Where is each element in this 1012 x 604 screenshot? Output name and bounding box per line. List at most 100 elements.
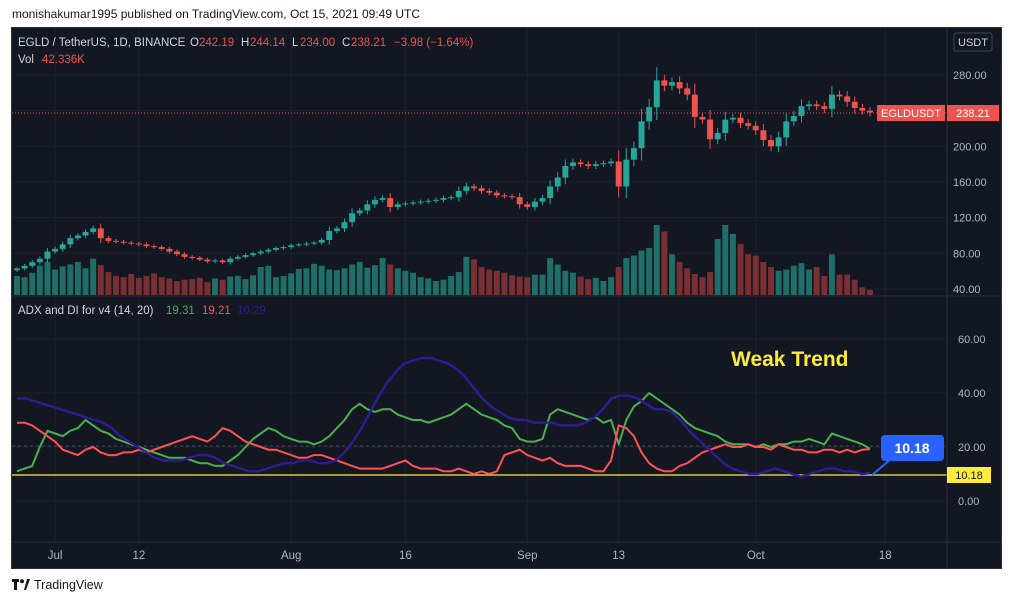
volume-bar (29, 272, 36, 295)
candle-body (821, 106, 828, 109)
volume-bar (379, 258, 386, 295)
volume-bar (318, 265, 325, 295)
indicator-legend[interactable]: ADX and DI for v4 (14, 20) 19.31 19.21 1… (18, 305, 266, 317)
candle-body (120, 241, 127, 243)
legend-change: −3.98 (−1.64%) (394, 37, 473, 49)
callout-box[interactable] (881, 435, 944, 461)
candle-body (722, 119, 729, 133)
volume-bar (288, 273, 295, 295)
candle-body (646, 107, 653, 122)
volume-bar (52, 269, 59, 295)
candle-body (440, 198, 447, 200)
volume-bar (867, 289, 873, 295)
time-label: Aug (281, 550, 301, 562)
candle-body (303, 243, 310, 245)
candle-body (379, 198, 386, 200)
candle-body (859, 107, 866, 111)
volume-bar (272, 277, 279, 295)
legend-vol-label: Vol (18, 54, 34, 66)
volume-bar (371, 265, 378, 295)
volume-bar (14, 275, 20, 295)
candle-body (311, 242, 317, 244)
candle-body (173, 251, 180, 255)
candle-body (478, 188, 485, 191)
volume-bar (257, 267, 264, 295)
candle-body (798, 106, 805, 117)
legend-h-value: 244.14 (250, 37, 286, 49)
candle-body (600, 163, 607, 165)
candle-body (844, 96, 851, 102)
time-axis[interactable]: Jul 12 Aug 16 Sep 13 Oct 18 (48, 550, 892, 562)
candle-body (143, 244, 150, 247)
candle-body (524, 204, 531, 207)
legend-c-value: 238.21 (351, 37, 386, 49)
candle-body (547, 186, 554, 199)
volume-bar (821, 275, 828, 295)
candle-body (585, 164, 592, 166)
candle-body (707, 119, 714, 140)
candle-body (554, 177, 561, 187)
volume-bar (242, 279, 249, 295)
last-price-tag (947, 105, 999, 121)
candle-body (402, 203, 409, 205)
symbol-tag (877, 105, 945, 121)
volume-bar (768, 267, 774, 295)
currency-button[interactable] (953, 32, 993, 52)
volume-bar (448, 275, 455, 295)
volume-bar (151, 273, 158, 295)
trading-chart[interactable]: 280.00240.00200.00160.00120.0080.0040.00… (12, 28, 1001, 568)
volume-bar (135, 277, 142, 295)
candle-body (699, 116, 706, 120)
volume-bar (600, 281, 607, 295)
price-tick-label: 160.00 (953, 177, 987, 189)
volume-bar (547, 258, 554, 295)
volume-bar (189, 279, 196, 295)
volume-bar (699, 277, 706, 295)
candle-body (775, 137, 782, 147)
volume-bar (90, 258, 97, 295)
candle-body (562, 165, 569, 178)
candle-body (448, 197, 455, 199)
candle-body (493, 192, 500, 196)
candle-body (90, 228, 97, 232)
candle-body (768, 140, 774, 147)
candle-body (59, 244, 66, 249)
candle-body (21, 265, 28, 269)
candle-body (272, 247, 279, 250)
legend-o-value: 242.19 (199, 37, 234, 49)
volume-bar (97, 265, 104, 295)
candle-body (257, 251, 264, 254)
chart-background (12, 28, 1001, 568)
last-price-label: 238.21 (956, 108, 990, 120)
legend-h-label: H (241, 37, 249, 49)
volume-bar (250, 275, 257, 295)
di-minus-line (17, 421, 871, 475)
candle-body (630, 148, 637, 160)
volume-bar (120, 277, 127, 295)
volume-bar (844, 274, 851, 295)
candle-body (280, 247, 287, 249)
volume-bar (630, 255, 637, 295)
volume-bar (836, 274, 843, 295)
volume-bar (311, 263, 317, 295)
weak-trend-annotation[interactable]: Weak Trend (731, 348, 849, 371)
volume-bar (554, 264, 561, 295)
volume-bar (737, 244, 744, 295)
indicator-axis[interactable]: 60.00 40.00 20.00 0.00 (958, 334, 986, 508)
volume-bar (265, 265, 272, 295)
symbol-legend[interactable]: EGLD / TetherUS, 1D, BINANCE O 242.19 H … (18, 37, 473, 66)
chart-frame[interactable]: 280.00240.00200.00160.00120.0080.0040.00… (11, 27, 1002, 569)
volume-bar (394, 268, 401, 295)
volume-bar (524, 277, 531, 295)
footer[interactable]: TradingView (12, 578, 103, 592)
volume-bar (775, 270, 782, 295)
candle-body (669, 82, 675, 86)
candle-body (516, 197, 523, 205)
legend-di-plus: 19.31 (166, 305, 195, 317)
volume-bar (128, 274, 135, 295)
volume-bar (440, 279, 447, 295)
candle-body (288, 245, 295, 248)
volume-bar (669, 254, 675, 295)
symbol-tag-label: EGLDUSDT (881, 108, 941, 120)
candle-body (341, 222, 348, 229)
